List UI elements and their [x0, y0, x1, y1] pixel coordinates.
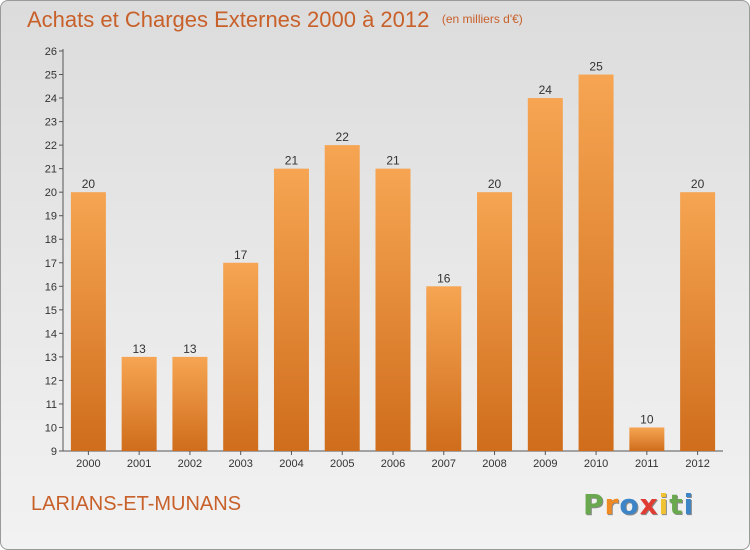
x-tick-label: 2011	[635, 458, 659, 470]
data-label: 10	[640, 412, 654, 426]
y-tick-label: 18	[45, 234, 57, 246]
brand-letter: i	[658, 488, 670, 521]
bar-2010[interactable]	[578, 74, 614, 451]
brand-letter: x	[639, 488, 659, 521]
y-tick-label: 15	[45, 305, 57, 317]
brand-letter: i	[683, 488, 695, 521]
y-tick-label: 12	[45, 375, 57, 387]
x-tick-label: 2005	[330, 458, 354, 470]
chart-title: Achats et Charges Externes 2000 à 2012	[27, 7, 430, 32]
y-tick-label: 13	[45, 352, 57, 364]
y-tick-label: 10	[45, 422, 57, 434]
data-label: 20	[691, 177, 705, 191]
brand-letter: P	[583, 488, 605, 521]
axes: 9 10 11 12 13 14 15 16 17 18 19 20 21 22 23 24 25 26 2000 2…	[45, 46, 723, 470]
y-tick-label: 19	[45, 211, 57, 223]
chart-unit: (en milliers d'€)	[441, 12, 523, 26]
y-tick-label: 11	[46, 399, 57, 411]
bar-2005[interactable]	[324, 145, 360, 451]
brand-logo[interactable]: Proxiti	[583, 488, 694, 521]
bar-2008[interactable]	[477, 192, 513, 452]
bar-2004[interactable]	[273, 168, 309, 451]
bar-2009[interactable]	[527, 98, 563, 451]
bar-2003[interactable]	[223, 262, 259, 451]
x-tick-label: 2004	[279, 458, 303, 470]
data-label: 24	[539, 83, 553, 97]
data-label: 20	[82, 177, 96, 191]
data-label: 16	[437, 271, 451, 285]
x-tick-label: 2001	[127, 458, 151, 470]
bar-2011[interactable]	[629, 427, 665, 451]
x-tick-label: 2009	[533, 458, 557, 470]
bar-2012[interactable]	[680, 192, 716, 452]
x-tick-label: 2003	[228, 458, 252, 470]
y-tick-label: 25	[45, 70, 57, 82]
y-tick-label: 26	[45, 46, 57, 58]
data-label: 13	[132, 342, 146, 356]
x-tick-label: 2006	[381, 458, 405, 470]
x-tick-label: 2008	[482, 458, 506, 470]
bars	[70, 74, 716, 452]
y-tick-label: 22	[45, 140, 57, 152]
bar-2006[interactable]	[375, 168, 411, 451]
bar-2002[interactable]	[172, 356, 208, 451]
x-tick-label: 2010	[584, 458, 608, 470]
y-tick-label: 9	[51, 446, 57, 458]
data-label: 13	[183, 342, 197, 356]
y-tick-label: 21	[45, 164, 57, 176]
bar-2001[interactable]	[121, 356, 157, 451]
data-label: 20	[488, 177, 502, 191]
bar-2000[interactable]	[70, 192, 106, 452]
brand-letter: o	[619, 488, 640, 521]
y-tick-label: 24	[45, 93, 57, 105]
brand-letter: t	[669, 488, 684, 521]
x-tick-label: 2007	[432, 458, 456, 470]
data-label: 17	[234, 248, 248, 262]
data-label: 25	[589, 60, 603, 74]
x-tick-label: 2002	[178, 458, 202, 470]
data-label: 21	[285, 154, 299, 168]
x-tick-label: 2012	[685, 458, 709, 470]
y-tick-label: 20	[45, 187, 57, 199]
y-tick-label: 23	[45, 117, 57, 129]
data-label: 22	[336, 130, 350, 144]
chart-header: Achats et Charges Externes 2000 à 2012 (…	[27, 7, 523, 33]
data-labels: 20 13 13 17 21 22 21 16 20 24 25 10 20	[82, 60, 705, 427]
bar-2007[interactable]	[426, 286, 462, 451]
brand-letter: r	[604, 488, 620, 521]
x-tick-label: 2000	[76, 458, 100, 470]
y-tick-label: 17	[45, 258, 57, 270]
data-label: 21	[386, 154, 400, 168]
location-name: LARIANS-ET-MUNANS	[31, 493, 242, 515]
y-tick-label: 16	[45, 281, 57, 293]
y-tick-label: 14	[45, 328, 57, 340]
